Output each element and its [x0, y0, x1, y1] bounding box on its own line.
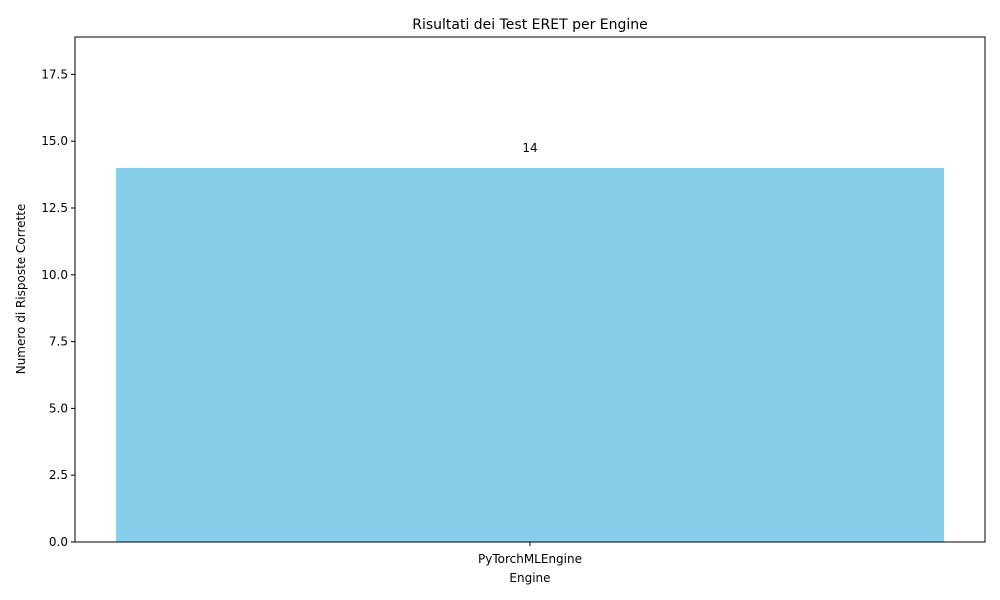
- bar-PyTorchMLEngine: [115, 167, 945, 543]
- y-tick-label: 0.0: [49, 535, 68, 549]
- x-axis: PyTorchMLEngine: [478, 542, 582, 566]
- y-axis-label: Numero di Risposte Corrette: [14, 204, 28, 375]
- y-axis: 0.0 2.5 5.0 7.5 10.0 12.5 15.0 17.5: [41, 67, 75, 549]
- x-tick-label: PyTorchMLEngine: [478, 552, 582, 566]
- plot-area: 14: [115, 141, 945, 543]
- bar-value-label: 14: [522, 141, 537, 155]
- x-axis-label: Engine: [509, 571, 550, 585]
- y-tick-label: 7.5: [49, 335, 68, 349]
- y-tick-label: 5.0: [49, 401, 68, 415]
- y-tick-label: 10.0: [41, 268, 68, 282]
- y-tick-label: 2.5: [49, 468, 68, 482]
- plot-frame: [74, 36, 986, 543]
- y-tick-label: 17.5: [41, 67, 68, 81]
- chart-title: Risultati dei Test ERET per Engine: [412, 17, 648, 33]
- y-tick-label: 15.0: [41, 134, 68, 148]
- y-tick-label: 12.5: [41, 201, 68, 215]
